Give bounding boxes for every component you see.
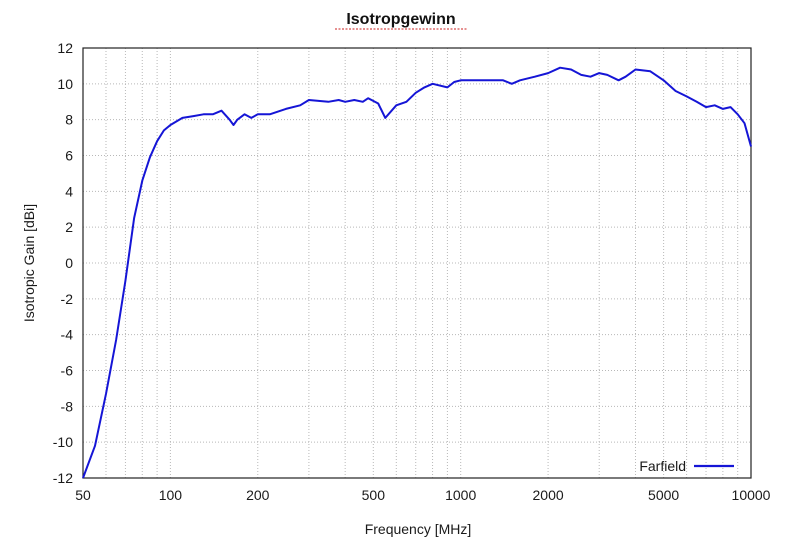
x-tick-label: 200 [246,487,270,503]
plot-frame [82,47,752,479]
y-tick-label: 8 [65,112,73,128]
series-line-farfield [82,66,752,479]
y-tick-label: 10 [57,76,73,92]
y-tick-label: -8 [61,398,74,414]
x-tick-label: 1000 [445,487,476,503]
y-axis-label: Isotropic Gain [dBi] [21,204,37,322]
x-tick-label: 100 [159,487,183,503]
y-tick-label: -2 [61,291,74,307]
y-tick-label: -6 [61,363,74,379]
legend: Farfield [639,458,734,474]
x-tick-label: 10000 [732,487,771,503]
chart-title: Isotropgewinn [346,11,455,28]
y-tick-label: 6 [65,148,73,164]
y-tick-label: 4 [65,183,73,199]
y-tick-label: 2 [65,219,73,235]
y-tick-label: -10 [53,434,73,450]
y-tick-label: 12 [57,40,73,56]
x-tick-label: 5000 [648,487,679,503]
legend-label-farfield: Farfield [639,458,686,474]
y-tick-label: 0 [65,255,73,271]
y-axis-ticks: -12 -10 -8 -6 -4 -2 0 2 4 6 8 10 12 [53,40,73,486]
x-axis-label: Frequency [MHz] [365,521,472,537]
series-layer [82,66,752,479]
grid-lines [82,47,751,479]
x-axis-ticks: 50 100 200 500 1000 2000 5000 10000 [75,487,770,503]
y-tick-label: -12 [53,470,73,486]
y-tick-label: -4 [61,327,74,343]
x-tick-label: 500 [362,487,386,503]
x-tick-label: 50 [75,487,91,503]
x-tick-label: 2000 [533,487,564,503]
